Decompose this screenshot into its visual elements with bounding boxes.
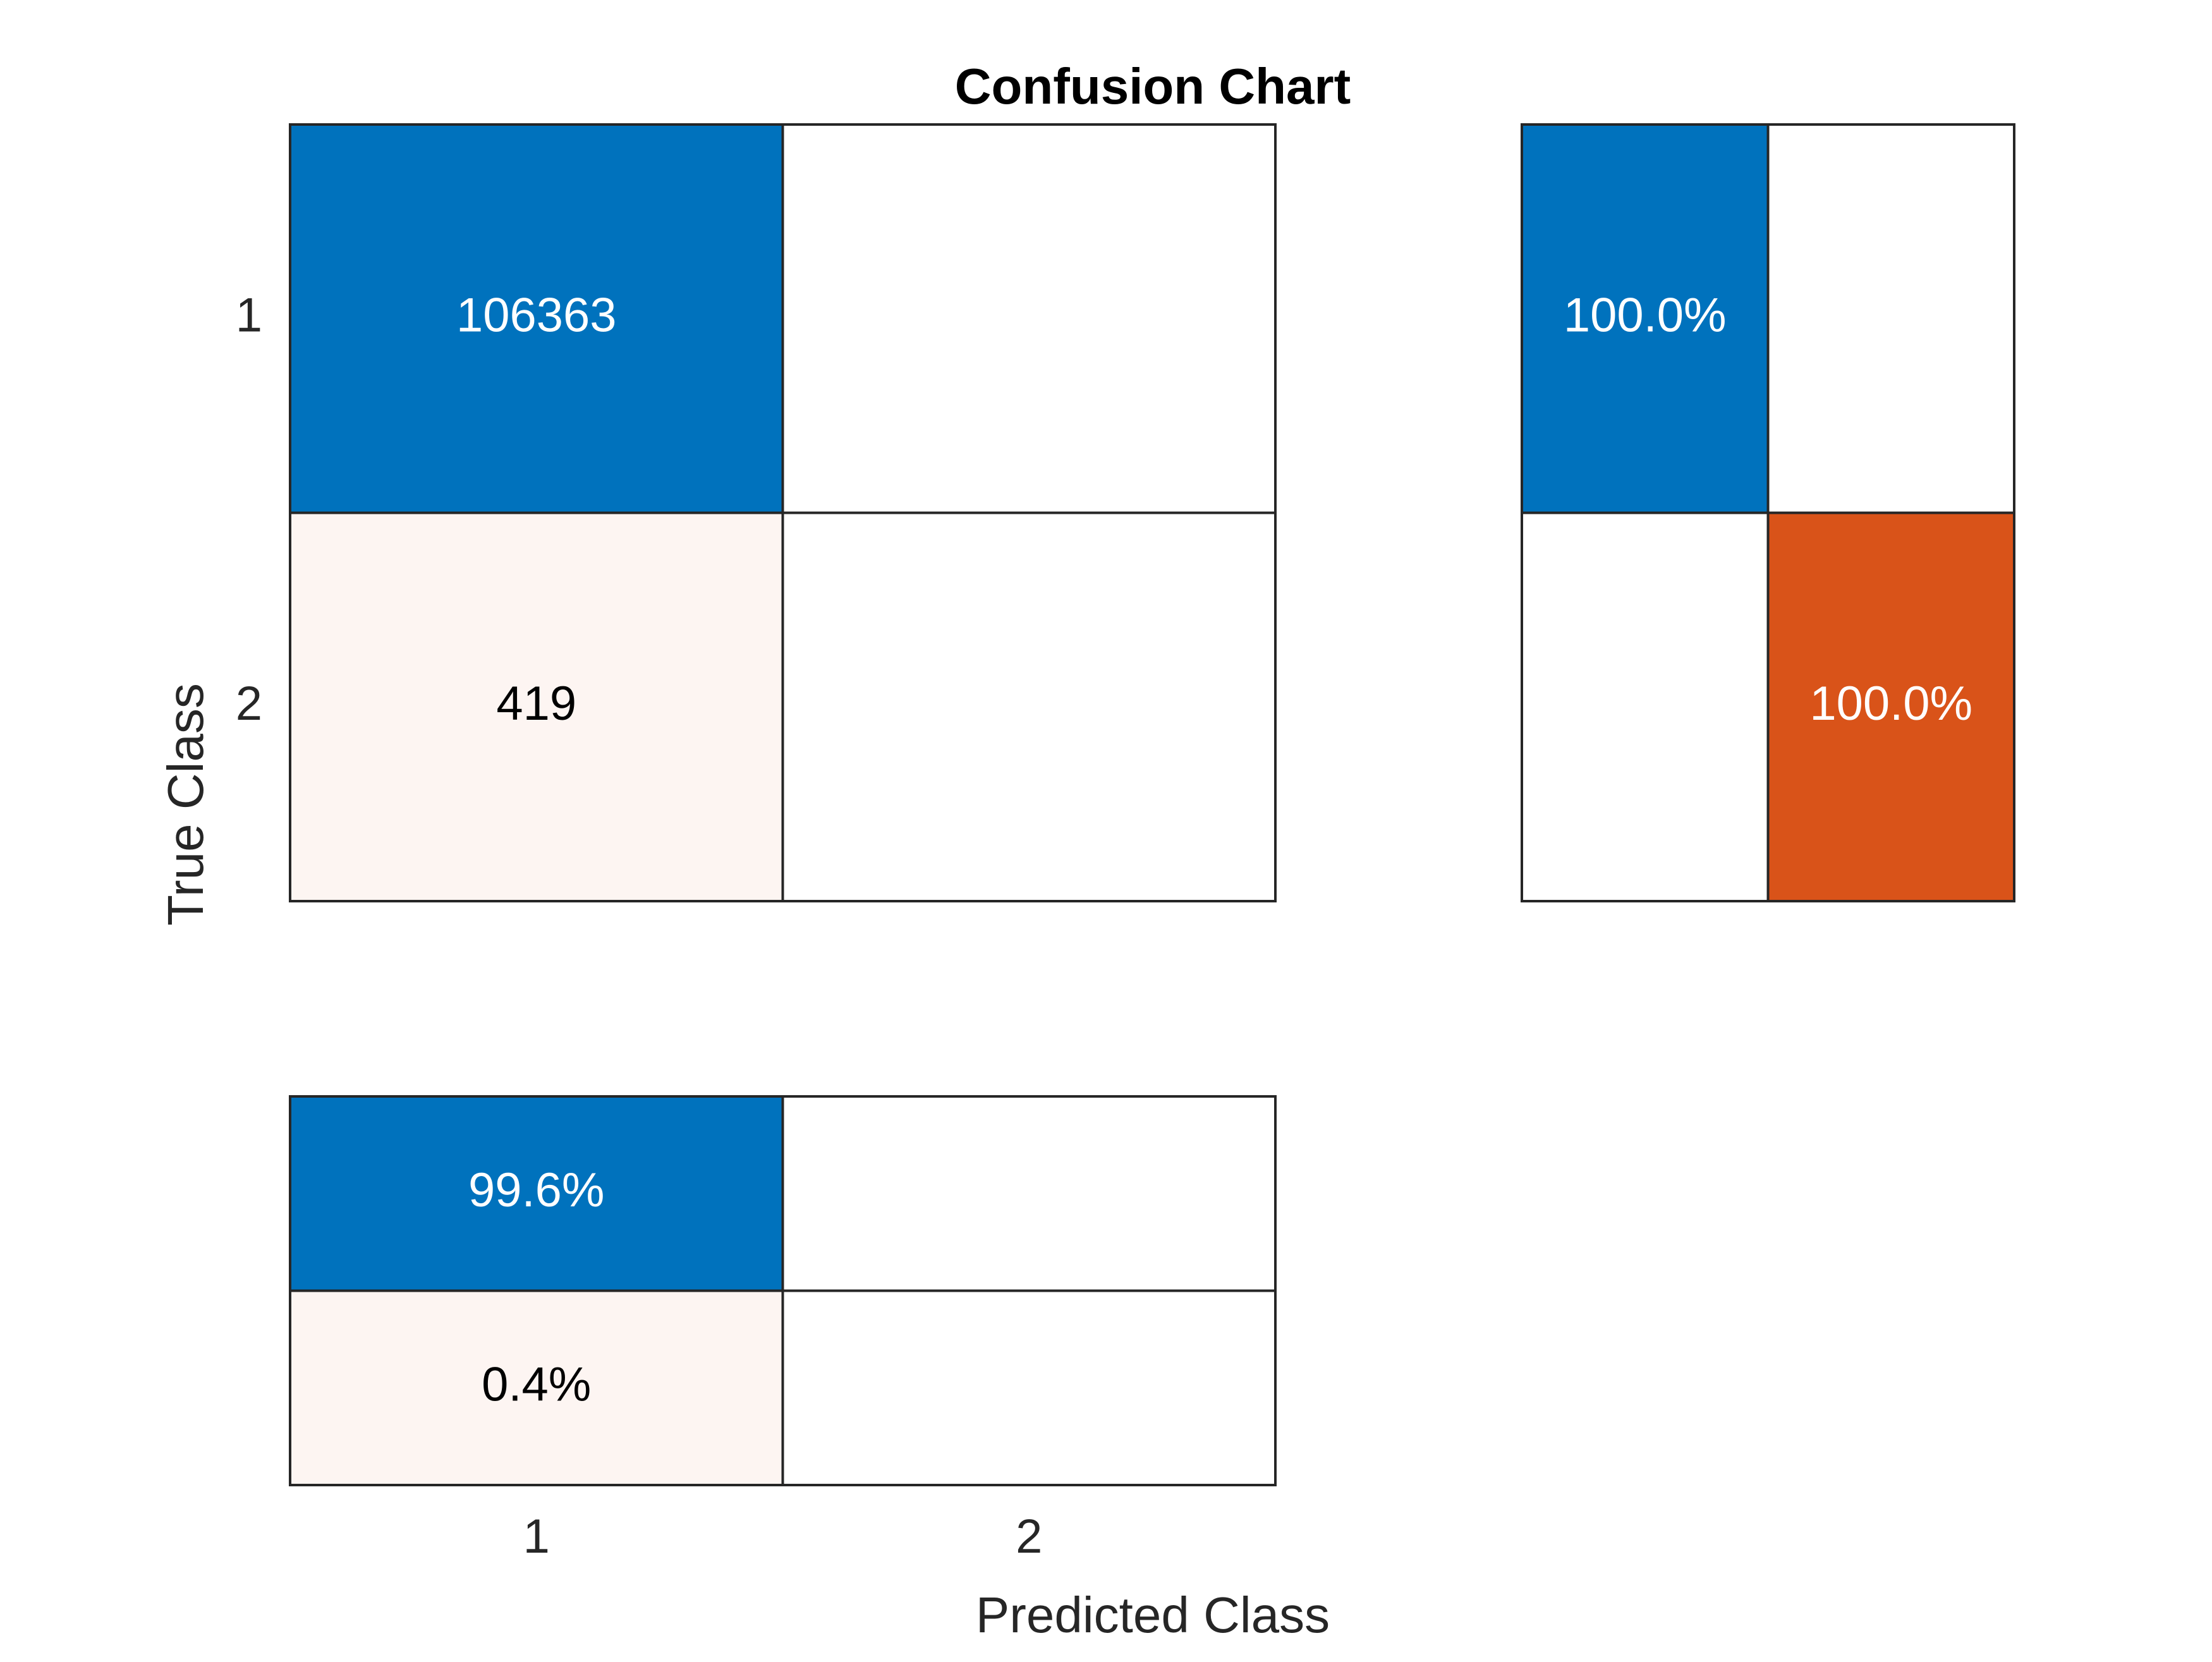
y-tick-label-2: 2 (236, 677, 262, 731)
row-summary-cell-1-1 (1521, 123, 1770, 514)
chart-title: Confusion Chart (955, 58, 1351, 114)
confusion-matrix-cell-1-1 (289, 123, 784, 514)
column-summary-matrix: 99.6% 0.4% (289, 1095, 1277, 1486)
row-summary-value-2-2: 100.0% (1809, 677, 1972, 731)
confusion-matrix-value-1-1: 106363 (456, 288, 617, 342)
row-summary-matrix: 100.0% 100.0% (1521, 123, 2015, 902)
row-summary-cell-2-2 (1766, 511, 2015, 902)
confusion-matrix: 106363 419 (289, 123, 1277, 902)
column-summary-value-1-1: 99.6% (468, 1163, 605, 1217)
column-summary-cell-2-2 (781, 1289, 1277, 1486)
y-axis-label: True Class (157, 683, 214, 926)
column-summary-cell-1-2 (781, 1095, 1277, 1292)
confusion-matrix-cell-2-1 (289, 511, 784, 902)
column-summary-cell-2-1 (289, 1289, 784, 1486)
x-tick-label-2: 2 (1016, 1510, 1042, 1563)
confusion-matrix-value-2-1: 419 (496, 677, 576, 731)
confusion-matrix-cell-2-2 (781, 511, 1277, 902)
x-axis-label: Predicted Class (976, 1587, 1330, 1643)
row-summary-cell-2-1 (1521, 511, 1770, 902)
confusion-matrix-cell-1-2 (781, 123, 1277, 514)
column-summary-value-2-1: 0.4% (482, 1357, 591, 1411)
row-summary-cell-1-2 (1766, 123, 2015, 514)
x-tick-label-1: 1 (523, 1510, 550, 1563)
row-summary-value-1-1: 100.0% (1564, 288, 1727, 342)
y-axis-ticks: 12 (236, 288, 262, 731)
y-tick-label-1: 1 (236, 288, 262, 342)
column-summary-cell-1-1 (289, 1095, 784, 1292)
